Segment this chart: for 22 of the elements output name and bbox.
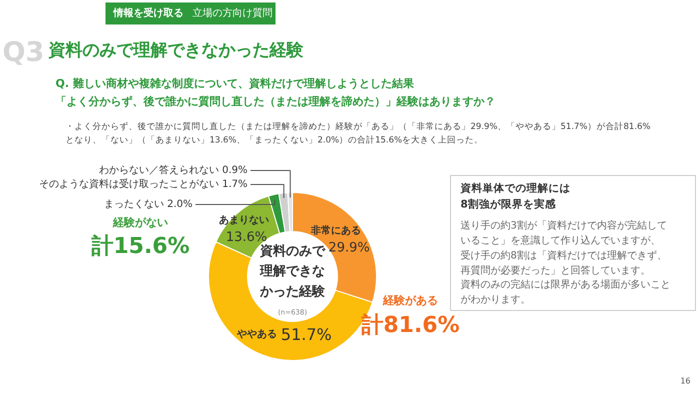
slice-label: わからない／答えられない 0.9% — [98, 164, 248, 176]
text: 情報を受け取る — [112, 7, 184, 19]
data-label: 13.6% — [226, 230, 268, 245]
slice-label: ややある — [236, 328, 277, 340]
text: 計81.6% — [360, 313, 460, 338]
text: 資料単体での理解には 8割強が限界を実感 — [460, 181, 570, 211]
data-label: 51.7% — [280, 324, 332, 344]
text: 資料のみの完結には限界がある場面が多いことがわかります。 — [460, 278, 670, 306]
text: 経験がない — [112, 216, 168, 229]
text: 16 — [680, 376, 691, 386]
text: 資料のみで理解できなかった経験 — [259, 244, 326, 300]
text: 経験がある — [382, 294, 438, 307]
slice-label: そのような資料は受け取ったことがない 1.7% — [38, 178, 248, 190]
slice-label: まったくない 2.0% — [104, 199, 193, 210]
text: ・よく分からず、後で誰かに質問し直した（または理解を諦めた）経験が「ある」（「非常にある」29.9%、「ややある」51.7%）が合計81.6%となり、「ない」（「あまりない」13.6%、「まったくない」2.0%）の合計15.6%を大きく上回った。 — [66, 120, 651, 146]
slice-label: 非常にある — [310, 224, 362, 236]
text: 立場の方向け質問 — [192, 7, 272, 19]
text: 送り手の約3割が「資料だけで内容が完結していること」を意識して作り込んでいますが、受け手の約8割は「資料だけでは理解できず、再質問が必要だった」と回答しています。 — [460, 220, 667, 276]
text: 計15.6% — [90, 234, 190, 259]
chart-title: 資料のみで理解できなかった経験 — [48, 40, 304, 60]
data-label: 29.9% — [328, 240, 370, 256]
chart-subtitle: Q. 難しい商材や複雑な制度について、資料だけで理解しようとした結果「よく分からず、後で誰かに質問し直した（または理解を諦めた）」経験はありますか？ — [56, 77, 496, 108]
